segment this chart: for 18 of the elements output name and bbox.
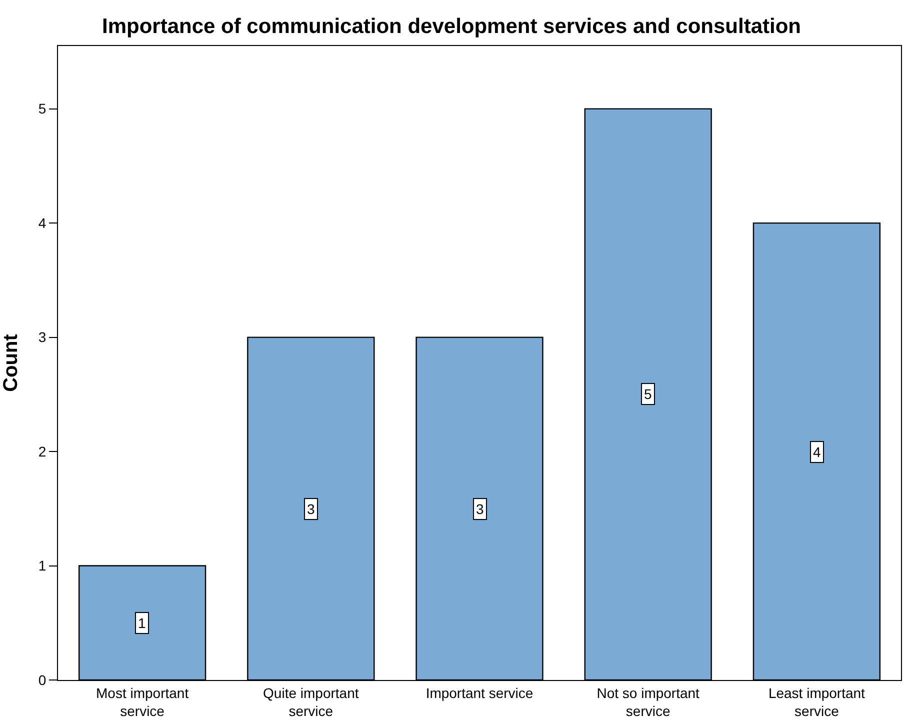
data-label: 1: [138, 615, 146, 631]
x-tick-label: Quite important service: [263, 684, 359, 719]
y-tick-label: 3: [38, 329, 46, 346]
x-tick-label: Least important service: [768, 684, 866, 719]
y-tick-label: 0: [38, 672, 46, 688]
y-tick-label: 5: [38, 100, 46, 117]
data-label: 4: [813, 444, 821, 460]
chart-title: Importance of communication development services and consultation: [102, 14, 801, 38]
y-axis-title: Count: [0, 334, 22, 392]
y-tick-label: 1: [38, 558, 46, 574]
y-tick-label: 4: [38, 214, 46, 231]
x-tick-label: Most important service: [96, 684, 189, 719]
y-tick-label: 2: [38, 443, 46, 460]
x-tick-label: Not so important service: [596, 684, 700, 719]
data-label: 5: [644, 386, 652, 402]
x-tick-label: Important service: [426, 684, 534, 701]
data-label: 3: [307, 501, 315, 517]
data-label: 3: [476, 501, 484, 517]
